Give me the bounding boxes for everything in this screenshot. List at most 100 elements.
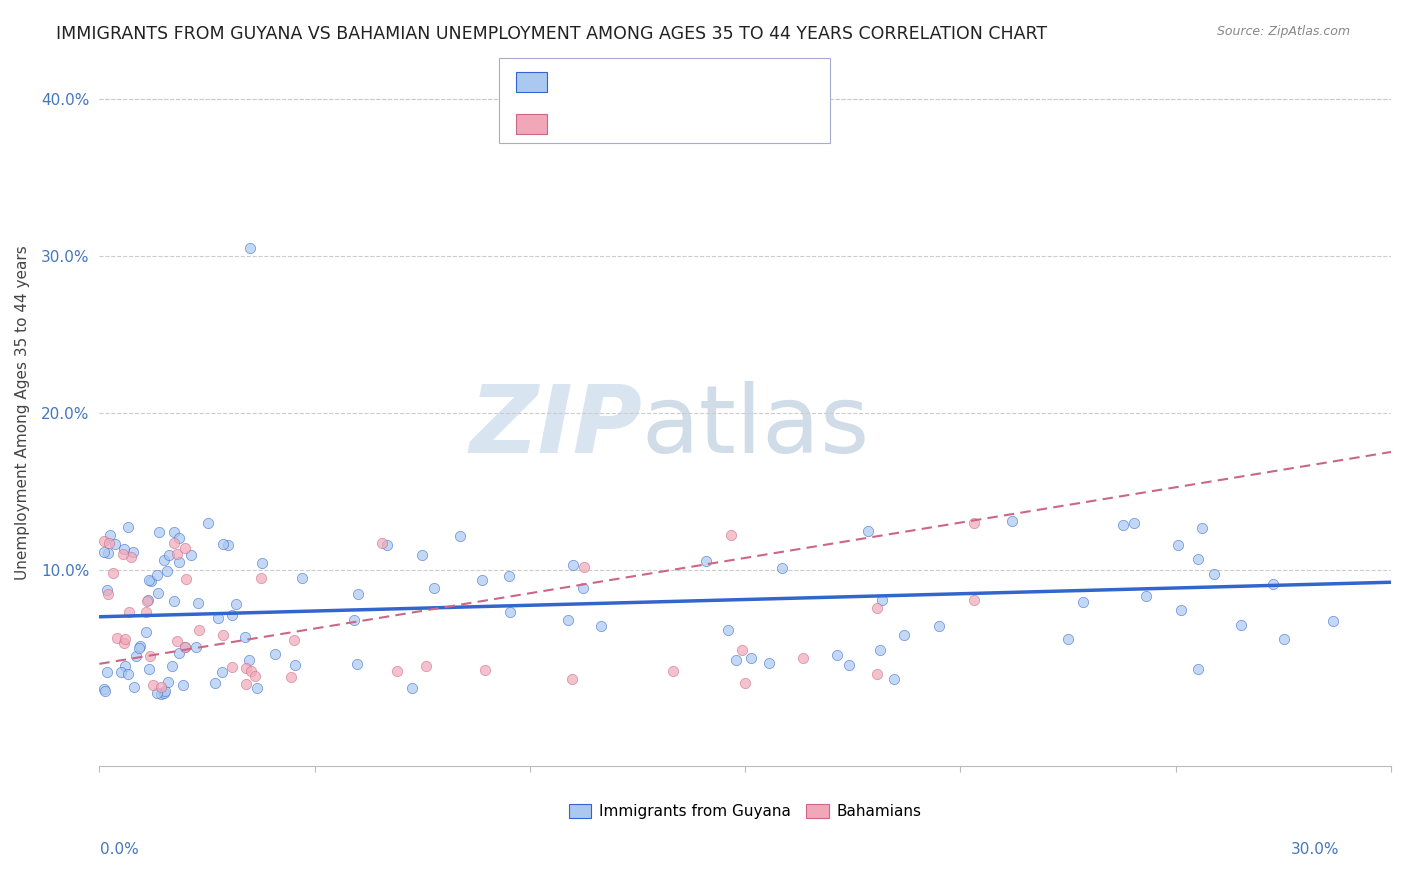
Point xyxy=(1170,603,1192,617)
Point xyxy=(1167,538,1189,552)
Point xyxy=(1122,516,1144,531)
Point xyxy=(284,658,307,673)
Point xyxy=(166,634,188,648)
Point xyxy=(96,665,118,680)
Point xyxy=(217,538,239,552)
Point xyxy=(239,241,262,255)
Point xyxy=(97,536,120,550)
Point xyxy=(94,684,117,698)
Point xyxy=(250,571,273,585)
Point xyxy=(174,640,197,655)
Point xyxy=(93,682,115,697)
Point xyxy=(187,596,209,610)
Point xyxy=(233,630,256,644)
Point xyxy=(96,583,118,598)
Point xyxy=(122,545,145,559)
Point xyxy=(235,660,257,674)
Point xyxy=(562,558,585,572)
Point xyxy=(866,667,889,681)
Point xyxy=(221,660,243,674)
Point xyxy=(883,672,905,686)
Point xyxy=(139,574,162,588)
Point xyxy=(1187,552,1209,566)
Point xyxy=(148,586,170,600)
Point xyxy=(471,574,494,588)
Point xyxy=(1001,514,1024,528)
Point xyxy=(211,628,233,642)
Point xyxy=(449,528,471,542)
Point xyxy=(135,605,157,619)
Point xyxy=(246,681,269,695)
Point xyxy=(117,667,139,681)
Point xyxy=(589,619,612,633)
Point xyxy=(1071,595,1094,609)
Text: R =: R = xyxy=(558,115,595,133)
Point xyxy=(1202,567,1225,582)
Point xyxy=(770,560,793,574)
Point xyxy=(173,640,195,654)
Point xyxy=(112,636,135,650)
Point xyxy=(758,656,780,670)
Point xyxy=(866,601,889,615)
Point xyxy=(207,611,229,625)
Point xyxy=(155,683,177,698)
Point xyxy=(212,537,235,551)
Point xyxy=(561,672,583,686)
Point xyxy=(792,650,814,665)
Point xyxy=(163,525,186,540)
Point xyxy=(138,662,160,676)
Point xyxy=(160,658,183,673)
Text: Source: ZipAtlas.com: Source: ZipAtlas.com xyxy=(1216,25,1350,38)
Text: N =: N = xyxy=(682,73,718,91)
Point xyxy=(962,516,984,531)
Point xyxy=(243,669,266,683)
Point xyxy=(730,643,752,657)
Point xyxy=(1135,589,1157,603)
Point xyxy=(499,606,522,620)
Point xyxy=(1322,614,1344,628)
Legend: Immigrants from Guyana, Bahamians: Immigrants from Guyana, Bahamians xyxy=(562,797,928,825)
Point xyxy=(371,536,394,550)
Point xyxy=(1272,632,1295,647)
Point xyxy=(204,676,226,690)
Point xyxy=(138,573,160,587)
Point xyxy=(150,687,173,701)
Point xyxy=(263,647,285,661)
Point xyxy=(138,593,160,607)
Point xyxy=(97,546,120,560)
Point xyxy=(114,658,136,673)
Text: atlas: atlas xyxy=(641,381,870,473)
Point xyxy=(572,581,595,595)
Point xyxy=(1230,618,1253,632)
Point xyxy=(105,631,128,645)
Point xyxy=(1056,632,1078,646)
Point xyxy=(176,572,198,586)
Point xyxy=(401,681,423,695)
Point xyxy=(557,613,579,627)
Point xyxy=(377,538,399,552)
Text: 0.063: 0.063 xyxy=(605,73,657,91)
Point xyxy=(1263,577,1285,591)
Point xyxy=(163,536,186,550)
Point xyxy=(893,628,915,642)
Point xyxy=(825,648,848,662)
Point xyxy=(139,648,162,663)
Point xyxy=(148,525,170,540)
Point xyxy=(110,665,132,679)
Point xyxy=(858,524,880,539)
Point xyxy=(838,657,860,672)
Point xyxy=(180,548,202,562)
Text: 0.0%: 0.0% xyxy=(100,842,139,856)
Point xyxy=(129,640,152,654)
Point xyxy=(157,675,180,690)
Point xyxy=(662,664,685,678)
Point xyxy=(291,571,314,585)
Point xyxy=(1191,521,1213,535)
Point xyxy=(98,528,121,542)
Point xyxy=(1187,662,1209,676)
Point xyxy=(963,593,986,607)
Text: IMMIGRANTS FROM GUYANA VS BAHAMIAN UNEMPLOYMENT AMONG AGES 35 TO 44 YEARS CORREL: IMMIGRANTS FROM GUYANA VS BAHAMIAN UNEMP… xyxy=(56,25,1047,43)
Point xyxy=(725,652,748,666)
Point xyxy=(112,547,135,561)
Point xyxy=(163,594,186,608)
